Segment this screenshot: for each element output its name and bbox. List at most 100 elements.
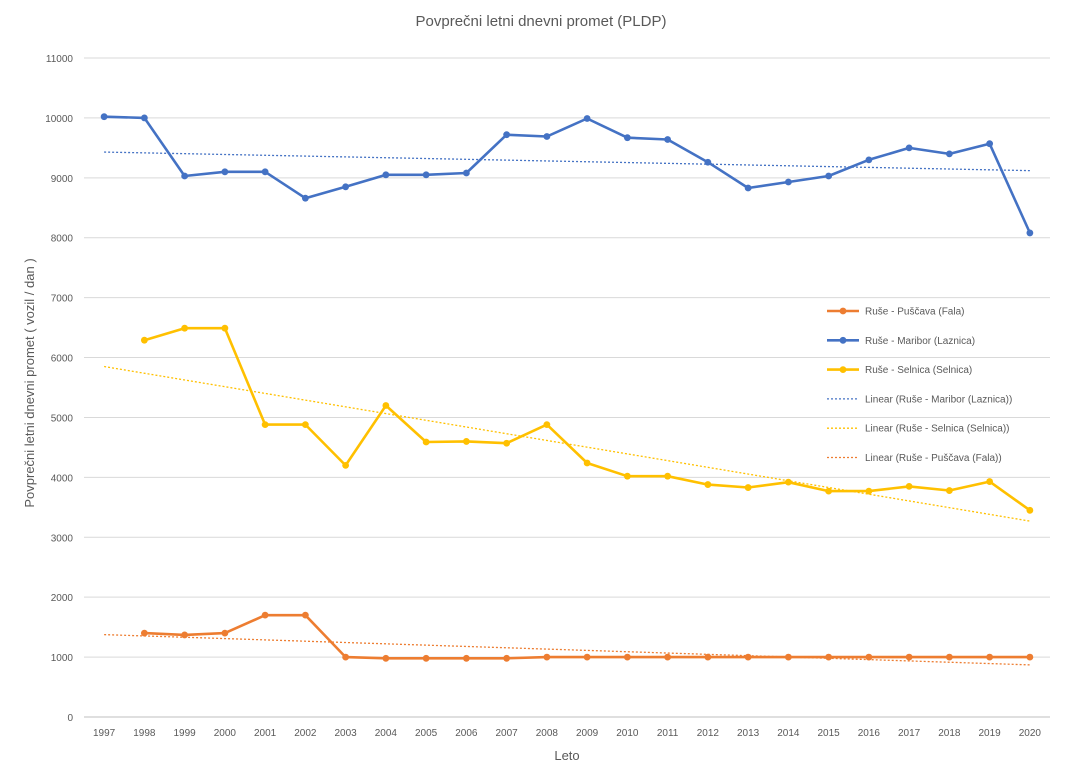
series-line (104, 115, 1032, 234)
x-tick-label: 2012 (697, 728, 720, 739)
data-point (905, 653, 913, 661)
y-tick-label: 6000 (51, 354, 74, 365)
data-point (1026, 653, 1034, 661)
legend-label: Linear (Ruše - Selnica (Selnica)) (865, 424, 1010, 435)
data-point (583, 115, 591, 122)
data-point (704, 481, 712, 488)
data-point (986, 478, 994, 485)
data-point (140, 629, 148, 637)
x-tick-label: 2009 (576, 728, 599, 739)
x-tick-label: 2016 (858, 728, 881, 739)
data-point (422, 438, 430, 446)
data-point (664, 136, 672, 143)
series-group (140, 324, 1034, 514)
data-point (261, 168, 269, 176)
x-tick-label: 2008 (536, 728, 559, 739)
data-point (945, 487, 953, 494)
data-point (301, 611, 309, 619)
legend-marker (839, 366, 847, 373)
data-point (181, 324, 189, 332)
x-tick-label: 1997 (93, 728, 116, 739)
y-tick-label: 10000 (45, 114, 73, 125)
data-point (140, 336, 148, 344)
legend-label: Ruše - Selnica (Selnica) (865, 365, 972, 376)
x-tick-label: 2019 (979, 728, 1002, 739)
data-point (221, 168, 229, 176)
data-point (744, 653, 752, 661)
series-line (144, 326, 1031, 512)
data-point (382, 171, 390, 179)
x-tick-label: 2002 (294, 728, 317, 739)
data-point (181, 172, 189, 180)
y-axis-title: Povprečni letni dnevni promet ( vozil / … (22, 258, 37, 507)
legend: Ruše - Puščava (Fala) Ruše - Maribor (Laz… (827, 307, 1012, 464)
data-point (945, 150, 953, 158)
x-tick-label: 2000 (214, 728, 237, 739)
legend-label: Ruše - Puščava (Fala) (865, 307, 964, 318)
data-point (503, 654, 511, 662)
data-point (744, 184, 752, 192)
data-point (986, 140, 994, 148)
data-point (221, 324, 229, 332)
legend-label: Linear (Ruše - Puščava (Fala)) (865, 453, 1002, 464)
x-tick-label: 2004 (375, 728, 398, 739)
legend-marker (839, 336, 847, 344)
series-group (100, 113, 1034, 237)
data-point (623, 472, 631, 480)
data-point (784, 178, 792, 186)
series-line (144, 613, 1030, 660)
data-point (784, 653, 792, 661)
y-tick-label: 3000 (51, 533, 74, 544)
data-point (503, 131, 511, 139)
x-tick-label: 2015 (818, 728, 841, 739)
trendline (104, 633, 1030, 666)
data-point (623, 134, 631, 142)
y-tick-label: 9000 (51, 174, 74, 185)
data-point (905, 482, 913, 490)
data-point (986, 653, 994, 661)
data-point (301, 421, 309, 429)
x-tick-label: 2017 (898, 728, 921, 739)
data-point (583, 653, 591, 661)
data-point (664, 653, 672, 661)
data-point (462, 438, 470, 445)
x-tick-label: 1999 (174, 728, 197, 739)
legend-label: Ruše - Maribor (Laznica) (865, 336, 975, 347)
y-tick-label: 5000 (51, 413, 74, 424)
data-point (825, 653, 833, 661)
data-point (543, 133, 551, 140)
y-tick-label: 0 (67, 713, 73, 724)
x-tick-label: 2020 (1019, 728, 1042, 739)
data-point (825, 172, 833, 180)
x-tick-label: 2014 (777, 728, 800, 739)
data-point (664, 472, 672, 480)
x-axis-title: Leto (554, 748, 579, 763)
chart-title: Povprečni letni dnevni promet (PLDP) (416, 13, 667, 30)
x-tick-label: 2011 (657, 728, 679, 739)
data-point (503, 439, 511, 447)
data-point (543, 421, 551, 429)
legend-marker (839, 307, 847, 315)
data-point (261, 611, 269, 619)
data-point (825, 487, 833, 495)
data-point (462, 654, 470, 662)
data-point (422, 171, 430, 179)
y-tick-label: 11000 (46, 54, 74, 65)
y-tick-label: 8000 (51, 234, 74, 245)
data-point (342, 653, 350, 661)
x-axis-ticks: 1997 1998 1999 2000 2001 2002 2003 2004 2005 2006… (93, 728, 1041, 739)
data-point (945, 653, 953, 661)
legend-label: Linear (Ruše - Maribor (Laznica)) (865, 394, 1012, 405)
data-point (744, 484, 752, 491)
x-tick-label: 1998 (133, 728, 156, 739)
data-point (382, 654, 390, 662)
y-axis-ticks: 0 1000 2000 3000 4000 5000 6000 7000 8000 9000 100… (45, 54, 73, 724)
data-point (905, 144, 913, 152)
data-point (382, 402, 390, 409)
x-tick-label: 2006 (455, 728, 478, 739)
data-point (865, 653, 873, 661)
y-tick-label: 4000 (51, 473, 74, 484)
x-tick-label: 2005 (415, 728, 438, 739)
data-point (704, 158, 712, 166)
data-point (865, 487, 873, 495)
